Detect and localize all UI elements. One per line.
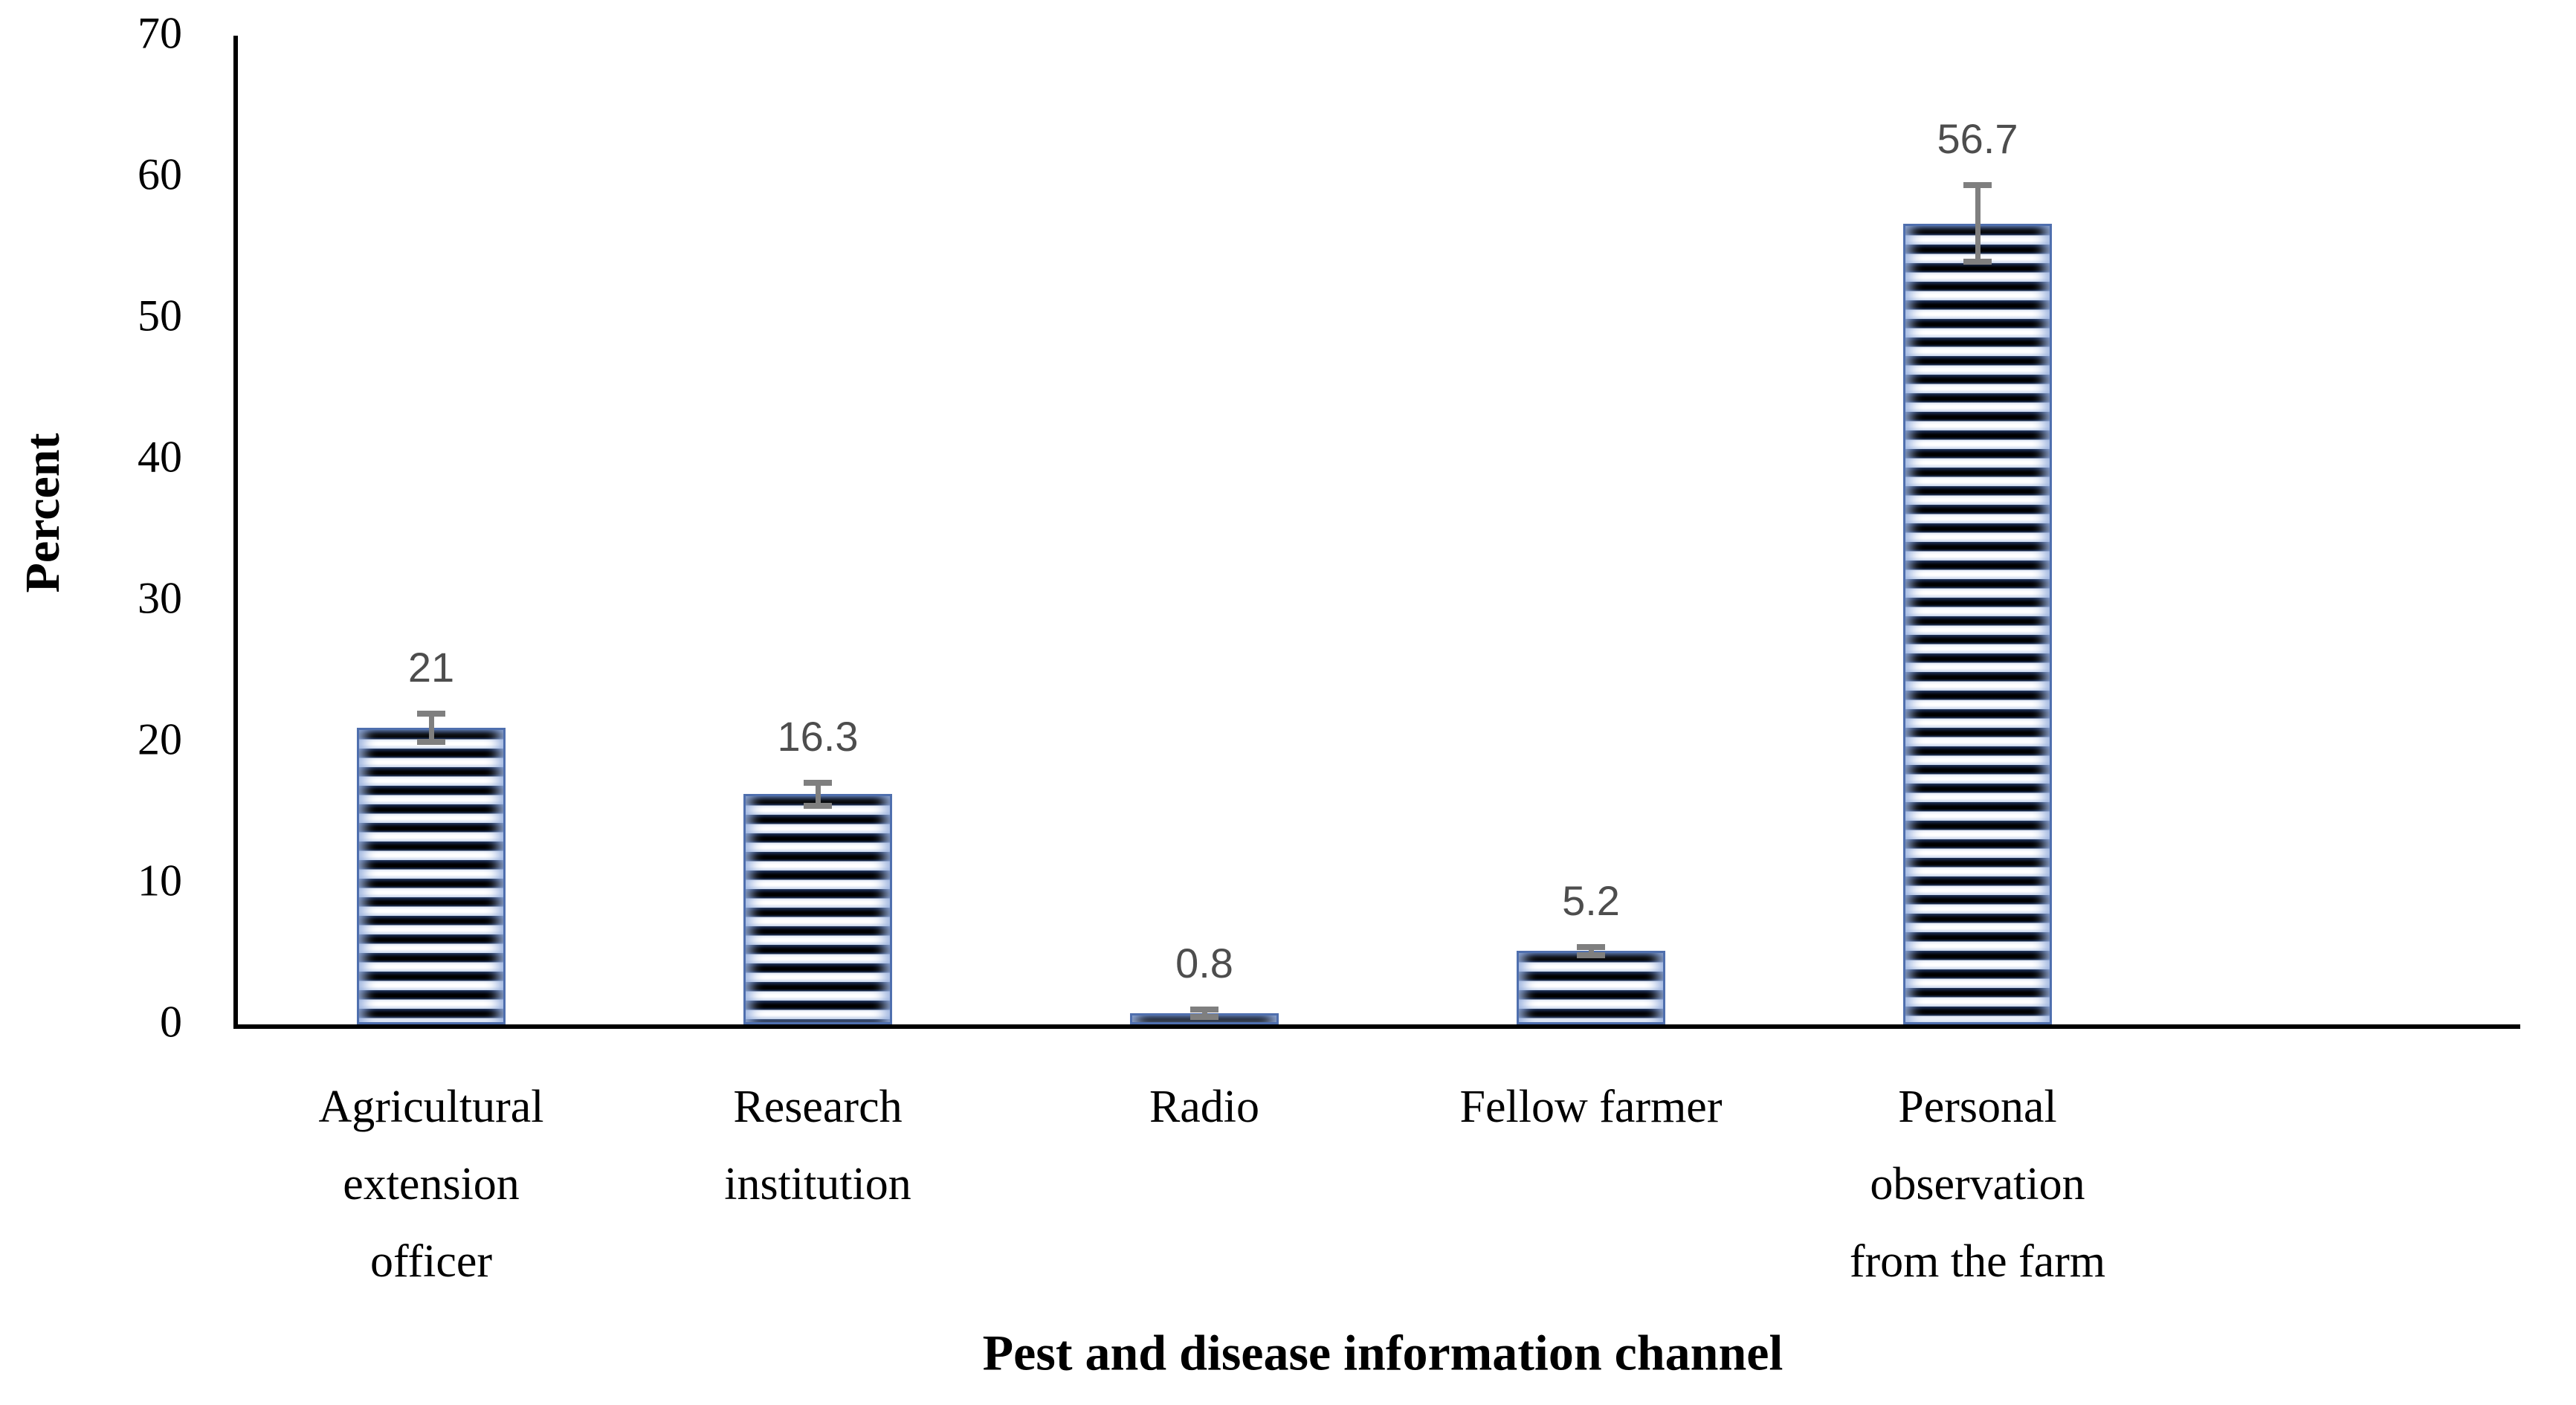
error-bar-radio — [1201, 1010, 1207, 1017]
bar-agricultural-extension-officer — [357, 728, 506, 1024]
category-label-research-institution: Research institution — [624, 1068, 1011, 1223]
error-bar-cap-bottom-radio — [1190, 1013, 1218, 1020]
error-bar-cap-bottom-personal-observation-from-the-farm — [1963, 259, 1992, 265]
y-tick-label-50: 50 — [138, 291, 182, 340]
error-bar-personal-observation-from-the-farm — [1975, 185, 1981, 262]
y-tick-label-30: 30 — [138, 573, 182, 623]
y-tick-label-10: 10 — [138, 856, 182, 905]
error-bar-cap-top-personal-observation-from-the-farm — [1963, 182, 1992, 189]
error-bar-research-institution — [815, 783, 821, 806]
error-bar-cap-bottom-research-institution — [804, 802, 832, 809]
category-label-line: extension — [343, 1159, 520, 1209]
error-bar-cap-top-agricultural-extension-officer — [417, 711, 445, 717]
error-bar-cap-top-research-institution — [804, 780, 832, 787]
data-label-agricultural-extension-officer: 21 — [407, 644, 455, 691]
bar-fellow-farmer — [1517, 951, 1665, 1024]
error-bar-fellow-farmer — [1588, 946, 1594, 955]
y-tick-label-70: 70 — [138, 8, 182, 58]
category-label-line: institution — [724, 1159, 911, 1209]
y-tick-label-0: 0 — [160, 997, 182, 1047]
category-label-agricultural-extension-officer: Agricultural extension officer — [238, 1068, 624, 1300]
data-label-fellow-farmer: 5.2 — [1562, 876, 1620, 924]
error-bar-cap-bottom-agricultural-extension-officer — [417, 739, 445, 745]
bar-research-institution — [743, 794, 892, 1024]
data-label-personal-observation-from-the-farm: 56.7 — [1937, 115, 2018, 163]
bar-personal-observation-from-the-farm — [1903, 223, 2052, 1024]
error-bar-cap-top-fellow-farmer — [1577, 943, 1605, 950]
category-label-line: Fellow farmer — [1459, 1082, 1723, 1132]
y-tick-label-60: 60 — [138, 149, 182, 199]
category-label-radio: Radio — [1011, 1068, 1398, 1146]
category-label-line: Personal — [1898, 1082, 2057, 1132]
y-axis-line — [233, 36, 238, 1029]
error-bar-cap-bottom-fellow-farmer — [1577, 952, 1605, 958]
error-bar-cap-top-radio — [1190, 1007, 1218, 1013]
category-label-line: observation — [1870, 1159, 2085, 1209]
category-label-line: Agricultural — [318, 1082, 544, 1132]
category-label-line: Radio — [1149, 1082, 1260, 1132]
error-bar-agricultural-extension-officer — [428, 714, 434, 742]
y-tick-label-40: 40 — [138, 432, 182, 482]
category-label-personal-observation-from-the-farm: Personal observation from the farm — [1784, 1068, 2171, 1300]
y-tick-label-20: 20 — [138, 714, 182, 764]
data-label-radio: 0.8 — [1175, 940, 1233, 987]
x-axis-title: Pest and disease information channel — [982, 1324, 1783, 1381]
category-label-fellow-farmer: Fellow farmer — [1398, 1068, 1784, 1146]
category-label-line: officer — [369, 1236, 493, 1287]
category-label-line: from the farm — [1849, 1236, 2106, 1287]
data-label-research-institution: 16.3 — [777, 713, 859, 760]
x-axis-line — [233, 1024, 2520, 1029]
category-label-line: Research — [733, 1082, 903, 1132]
